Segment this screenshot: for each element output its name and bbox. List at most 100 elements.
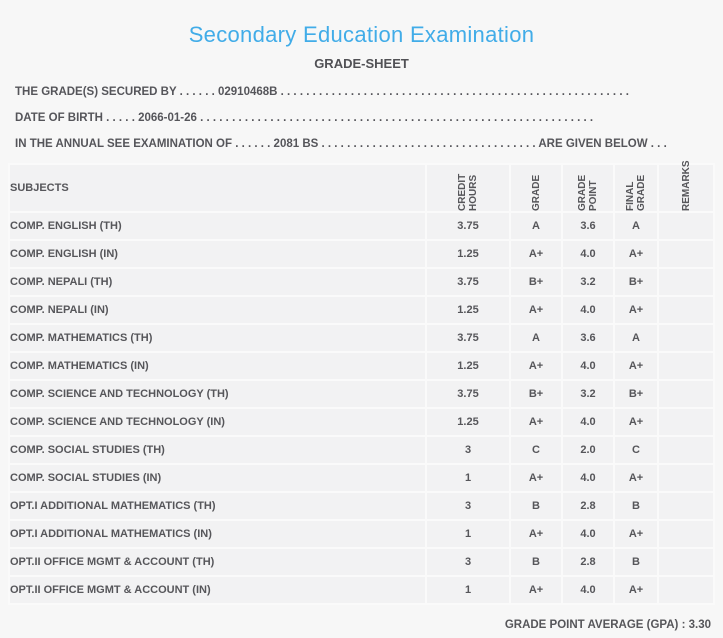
final-grade-cell: A+ [613, 407, 659, 437]
info-line: THE GRADE(S) SECURED BY . . . . . . 0291… [15, 86, 629, 98]
credit-hours-cell: 1 [425, 463, 511, 493]
remarks-cell [657, 435, 715, 465]
grade-point-cell: 4.0 [561, 239, 615, 269]
grade-sheet-page: Secondary Education Examination GRADE-SH… [0, 22, 723, 638]
remarks-cell [657, 323, 715, 353]
credit-hours-cell: 1 [425, 519, 511, 549]
column-header-label: REMARKS [680, 160, 692, 211]
grade-cell: A+ [509, 575, 563, 605]
final-grade-cell: A [613, 211, 659, 241]
final-grade-cell: A+ [613, 239, 659, 269]
subjects-column-header: SUBJECTS [8, 163, 427, 213]
grade-cell: B+ [509, 267, 563, 297]
column-header-cell: REMARKS [657, 160, 715, 213]
remarks-cell [657, 463, 715, 493]
info-line: DATE OF BIRTH . . . . . 2066-01-26 . . .… [15, 112, 594, 124]
table-row: COMP. SOCIAL STUDIES (TH) 3 C 2.0 C [8, 435, 715, 465]
column-header-label: GRADE POINT [577, 174, 599, 211]
grade-cell: C [509, 435, 563, 465]
subject-cell: COMP. SOCIAL STUDIES (TH) [8, 435, 427, 465]
grade-cell: A+ [509, 239, 563, 269]
subject-cell: COMP. SOCIAL STUDIES (IN) [8, 463, 427, 493]
subject-cell: COMP. ENGLISH (TH) [8, 211, 427, 241]
grade-cell: A+ [509, 407, 563, 437]
table-body: COMP. ENGLISH (TH) 3.75 A 3.6 A COMP. EN… [8, 211, 715, 605]
column-header-label: CREDIT HOURS [457, 173, 479, 211]
credit-hours-cell: 3.75 [425, 323, 511, 353]
table-row: COMP. SOCIAL STUDIES (IN) 1 A+ 4.0 A+ [8, 463, 715, 493]
remarks-cell [657, 295, 715, 325]
remarks-cell [657, 211, 715, 241]
credit-hours-cell: 3 [425, 435, 511, 465]
grade-point-cell: 3.2 [561, 267, 615, 297]
grade-cell: A+ [509, 351, 563, 381]
subject-cell: COMP. SCIENCE AND TECHNOLOGY (TH) [8, 379, 427, 409]
column-header-cell: CREDIT HOURS [425, 163, 511, 213]
subject-cell: COMP. NEPALI (TH) [8, 267, 427, 297]
grade-point-cell: 4.0 [561, 351, 615, 381]
final-grade-cell: B [613, 491, 659, 521]
table-row: COMP. MATHEMATICS (IN) 1.25 A+ 4.0 A+ [8, 351, 715, 381]
final-grade-cell: B+ [613, 267, 659, 297]
grade-cell: A [509, 211, 563, 241]
remarks-cell [657, 575, 715, 605]
page-title: Secondary Education Examination [188, 22, 535, 47]
credit-hours-cell: 3 [425, 491, 511, 521]
grade-cell: A+ [509, 295, 563, 325]
credit-hours-cell: 1.25 [425, 239, 511, 269]
table-row: OPT.I ADDITIONAL MATHEMATICS (TH) 3 B 2.… [8, 491, 715, 521]
credit-hours-cell: 1.25 [425, 407, 511, 437]
gpa-summary: GRADE POINT AVERAGE (GPA) : 3.30 [504, 619, 711, 631]
grade-point-cell: 4.0 [561, 463, 615, 493]
remarks-cell [657, 267, 715, 297]
grade-point-cell: 4.0 [561, 519, 615, 549]
table-row: COMP. MATHEMATICS (TH) 3.75 A 3.6 A [8, 323, 715, 353]
remarks-cell [657, 519, 715, 549]
grade-point-cell: 4.0 [561, 407, 615, 437]
info-line: IN THE ANNUAL SEE EXAMINATION OF . . . .… [15, 138, 667, 150]
credit-hours-cell: 3.75 [425, 267, 511, 297]
grade-point-cell: 4.0 [561, 575, 615, 605]
subject-cell: COMP. ENGLISH (IN) [8, 239, 427, 269]
grade-point-cell: 4.0 [561, 295, 615, 325]
column-header-label: GRADE [530, 174, 542, 211]
table-row: COMP. NEPALI (TH) 3.75 B+ 3.2 B+ [8, 267, 715, 297]
credit-hours-cell: 3 [425, 547, 511, 577]
subject-cell: OPT.II OFFICE MGMT & ACCOUNT (IN) [8, 575, 427, 605]
table-row: COMP. SCIENCE AND TECHNOLOGY (TH) 3.75 B… [8, 379, 715, 409]
subject-cell: OPT.I ADDITIONAL MATHEMATICS (IN) [8, 519, 427, 549]
subject-cell: OPT.I ADDITIONAL MATHEMATICS (TH) [8, 491, 427, 521]
table-row: COMP. NEPALI (IN) 1.25 A+ 4.0 A+ [8, 295, 715, 325]
info-lines: THE GRADE(S) SECURED BY . . . . . . 0291… [8, 79, 715, 157]
remarks-cell [657, 491, 715, 521]
final-grade-cell: A+ [613, 463, 659, 493]
grade-point-cell: 3.2 [561, 379, 615, 409]
final-grade-cell: B [613, 547, 659, 577]
final-grade-cell: A [613, 323, 659, 353]
credit-hours-cell: 1 [425, 575, 511, 605]
column-header-label: FINAL GRADE [625, 174, 647, 211]
column-header-cell: FINAL GRADE [613, 163, 659, 213]
grade-cell: A+ [509, 519, 563, 549]
subject-cell: COMP. MATHEMATICS (IN) [8, 351, 427, 381]
remarks-cell [657, 351, 715, 381]
final-grade-cell: C [613, 435, 659, 465]
grade-cell: A [509, 323, 563, 353]
remarks-cell [657, 407, 715, 437]
grade-cell: B [509, 547, 563, 577]
credit-hours-cell: 3.75 [425, 211, 511, 241]
credit-hours-cell: 1.25 [425, 351, 511, 381]
subject-cell: COMP. SCIENCE AND TECHNOLOGY (IN) [8, 407, 427, 437]
subject-cell: COMP. MATHEMATICS (TH) [8, 323, 427, 353]
grade-cell: B+ [509, 379, 563, 409]
table-row: COMP. ENGLISH (IN) 1.25 A+ 4.0 A+ [8, 239, 715, 269]
remarks-cell [657, 239, 715, 269]
final-grade-cell: A+ [613, 351, 659, 381]
table-row: OPT.II OFFICE MGMT & ACCOUNT (IN) 1 A+ 4… [8, 575, 715, 605]
column-header-cell: GRADE [509, 163, 563, 213]
grade-cell: A+ [509, 463, 563, 493]
final-grade-cell: B+ [613, 379, 659, 409]
grade-point-cell: 2.0 [561, 435, 615, 465]
remarks-cell [657, 547, 715, 577]
remarks-cell [657, 379, 715, 409]
